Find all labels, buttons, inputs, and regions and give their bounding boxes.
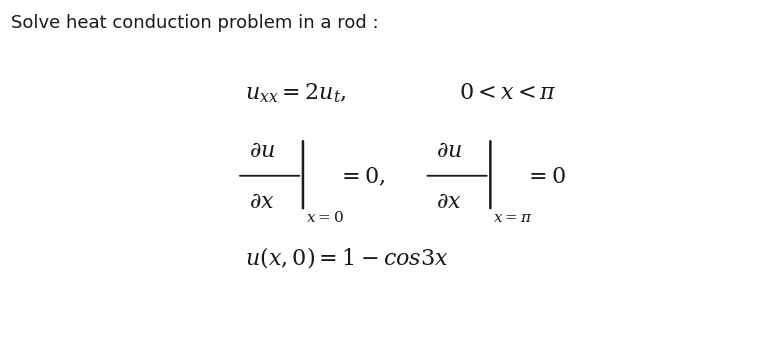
Text: $= 0,$: $= 0,$: [337, 166, 385, 188]
Text: $x=0$: $x=0$: [306, 210, 344, 226]
Text: $= 0$: $= 0$: [524, 167, 566, 187]
Text: $u(x,0) = 1 - cos3x$: $u(x,0) = 1 - cos3x$: [245, 245, 448, 270]
Text: $u_{xx} = 2u_t,$: $u_{xx} = 2u_t,$: [245, 82, 347, 105]
Text: $\partial u$: $\partial u$: [436, 140, 462, 161]
Text: Solve heat conduction problem in a rod :: Solve heat conduction problem in a rod :: [11, 14, 379, 32]
Text: $\partial u$: $\partial u$: [249, 140, 275, 161]
Text: $\partial x$: $\partial x$: [436, 192, 462, 212]
Text: $\partial x$: $\partial x$: [249, 192, 275, 212]
Text: $x=\pi$: $x=\pi$: [493, 210, 533, 226]
Text: $0 < x < \pi$: $0 < x < \pi$: [459, 83, 557, 103]
